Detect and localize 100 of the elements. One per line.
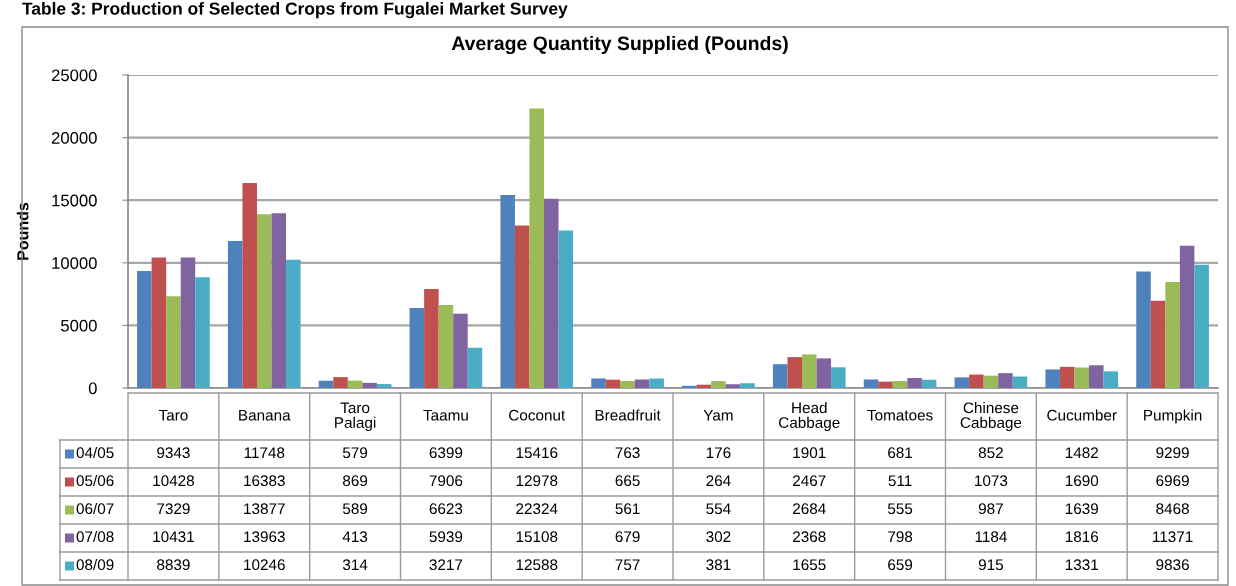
x-tick-label: Coconut: [509, 409, 566, 421]
bar: [983, 375, 999, 388]
data-label: 1816: [1065, 531, 1099, 543]
bar: [500, 194, 515, 388]
data-label: 1639: [1065, 503, 1099, 515]
bar: [863, 379, 879, 388]
x-tick-label: Yam: [703, 409, 733, 421]
bar: [892, 381, 908, 388]
bar: [137, 271, 152, 388]
data-label: 869: [343, 475, 368, 487]
legend-label: 07/08: [76, 530, 114, 543]
data-label: 6969: [1156, 475, 1189, 487]
y-tick-label: 10000: [52, 257, 97, 269]
data-label: 10246: [244, 559, 285, 571]
bar: [1089, 365, 1104, 388]
bar: [424, 289, 439, 388]
data-label: 381: [706, 559, 731, 571]
bar: [1136, 271, 1151, 388]
data-label: 10431: [153, 531, 194, 543]
data-label: 554: [706, 503, 731, 515]
bar: [816, 358, 832, 388]
bar: [907, 378, 922, 388]
bar: [969, 374, 984, 388]
bar: [514, 225, 530, 388]
bar: [333, 377, 348, 388]
data-label: 757: [615, 559, 640, 571]
bar: [878, 381, 893, 388]
y-tick-label: 20000: [51, 132, 97, 144]
data-label: 1073: [975, 475, 1008, 487]
data-label: 314: [342, 559, 368, 571]
data-label: 798: [888, 531, 913, 543]
data-label: 852: [978, 447, 1003, 459]
caption: Table 3: Production of Selected Crops from Fugalei Market Survey: [22, 2, 568, 19]
data-label: 2368: [793, 531, 826, 543]
data-label: 9299: [1156, 447, 1189, 459]
bar: [1059, 366, 1075, 388]
bar: [166, 296, 181, 388]
bar: [787, 357, 802, 388]
bar: [438, 305, 454, 388]
x-tick-label: Head Cabbage: [779, 401, 840, 432]
bar: [318, 380, 334, 388]
data-label: 264: [706, 475, 731, 487]
bar: [256, 214, 272, 388]
bar: [998, 373, 1013, 388]
data-label: 13963: [244, 531, 285, 543]
data-label: 681: [888, 447, 913, 459]
y-tick-label: 0: [88, 382, 97, 395]
data-label: 589: [342, 503, 368, 515]
bar: [1179, 245, 1195, 388]
bar: [634, 379, 650, 388]
data-label: 16383: [244, 475, 285, 487]
bar: [591, 378, 606, 388]
data-label: 10428: [153, 475, 194, 487]
bar: [1012, 376, 1028, 388]
bar: [649, 378, 664, 388]
bar: [711, 381, 726, 388]
data-label: 915: [978, 559, 1004, 571]
data-label: 1184: [975, 531, 1007, 543]
data-label: 12588: [516, 559, 558, 571]
data-label: 1331: [1065, 559, 1098, 571]
data-label: 7329: [157, 503, 190, 515]
legend-label: 04/05: [76, 446, 114, 459]
data-label: 555: [887, 503, 913, 515]
x-tick-label: Cucumber: [1047, 409, 1117, 421]
x-tick-label: Banana: [239, 409, 291, 421]
bar: [558, 230, 574, 388]
data-label: 679: [615, 531, 640, 543]
bar: [605, 379, 621, 388]
legend-label: 05/06: [76, 474, 114, 487]
bar: [740, 383, 755, 388]
bar: [180, 257, 196, 388]
data-label: 11371: [1153, 531, 1193, 543]
data-label: 2467: [793, 475, 826, 487]
x-tick-label: Pumpkin: [1144, 409, 1202, 424]
bar: [725, 384, 741, 388]
bar: [529, 108, 545, 388]
bar: [347, 380, 363, 388]
y-tick-label: 15000: [52, 194, 97, 207]
data-label: 13877: [244, 503, 285, 515]
x-tick-label: Tomatoes: [867, 409, 933, 421]
data-label: 1655: [793, 559, 826, 571]
bar: [376, 384, 392, 388]
x-tick-label: Taro Palagi: [335, 402, 376, 432]
data-label: 8468: [1156, 503, 1189, 515]
bar: [453, 313, 468, 388]
bar: [467, 347, 483, 388]
data-label: 763: [615, 447, 640, 459]
legend-label: 06/07: [76, 502, 114, 515]
data-label: 176: [706, 447, 731, 459]
bar: [1074, 367, 1090, 388]
bar: [1165, 281, 1180, 388]
bar: [286, 259, 301, 388]
data-label: 511: [888, 475, 912, 487]
bar: [227, 240, 243, 388]
bar: [1194, 264, 1209, 388]
data-label: 6623: [429, 503, 463, 515]
data-label: 22324: [516, 503, 558, 515]
data-label: 1901: [793, 447, 826, 459]
bar: [1150, 300, 1166, 388]
y-axis-title: Pounds: [16, 202, 29, 260]
